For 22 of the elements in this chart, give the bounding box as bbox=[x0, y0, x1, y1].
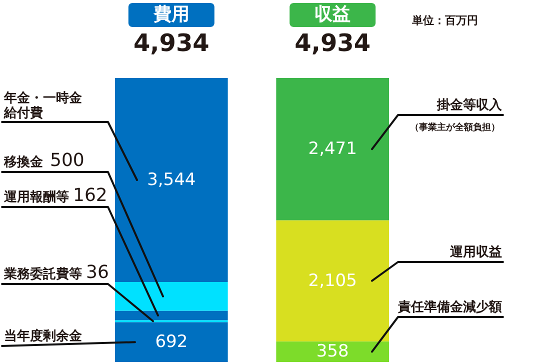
text: 運用報酬等 bbox=[3, 190, 69, 205]
x-tick-label: 費用 bbox=[152, 4, 190, 25]
data-label: 36 bbox=[86, 262, 109, 283]
total-label: 4,934 bbox=[133, 29, 210, 57]
data-label: 500 bbox=[50, 150, 84, 171]
text: 運用収益 bbox=[449, 245, 502, 260]
data-label: 2,105 bbox=[308, 270, 357, 291]
text: 業務委託費等 bbox=[3, 266, 82, 282]
x-tick-label: 収益 bbox=[314, 4, 351, 25]
text: 当年度剰余金 bbox=[4, 328, 83, 344]
data-label: 162 bbox=[73, 185, 108, 206]
text: 掛金等収入 bbox=[436, 97, 503, 113]
data-label: 2,471 bbox=[308, 139, 357, 160]
data-label: 3,544 bbox=[147, 170, 196, 190]
data-label: 692 bbox=[155, 332, 188, 352]
text: 移換金 bbox=[3, 155, 44, 170]
annotation: （事業主が全額負担） bbox=[410, 122, 500, 133]
text: 年金・一時金給付費 bbox=[3, 91, 83, 121]
data-label: 358 bbox=[316, 342, 349, 362]
text: 責任準備金減少額 bbox=[397, 299, 502, 315]
total-label: 4,934 bbox=[294, 29, 371, 57]
text: 単位：百万円 bbox=[411, 14, 478, 27]
